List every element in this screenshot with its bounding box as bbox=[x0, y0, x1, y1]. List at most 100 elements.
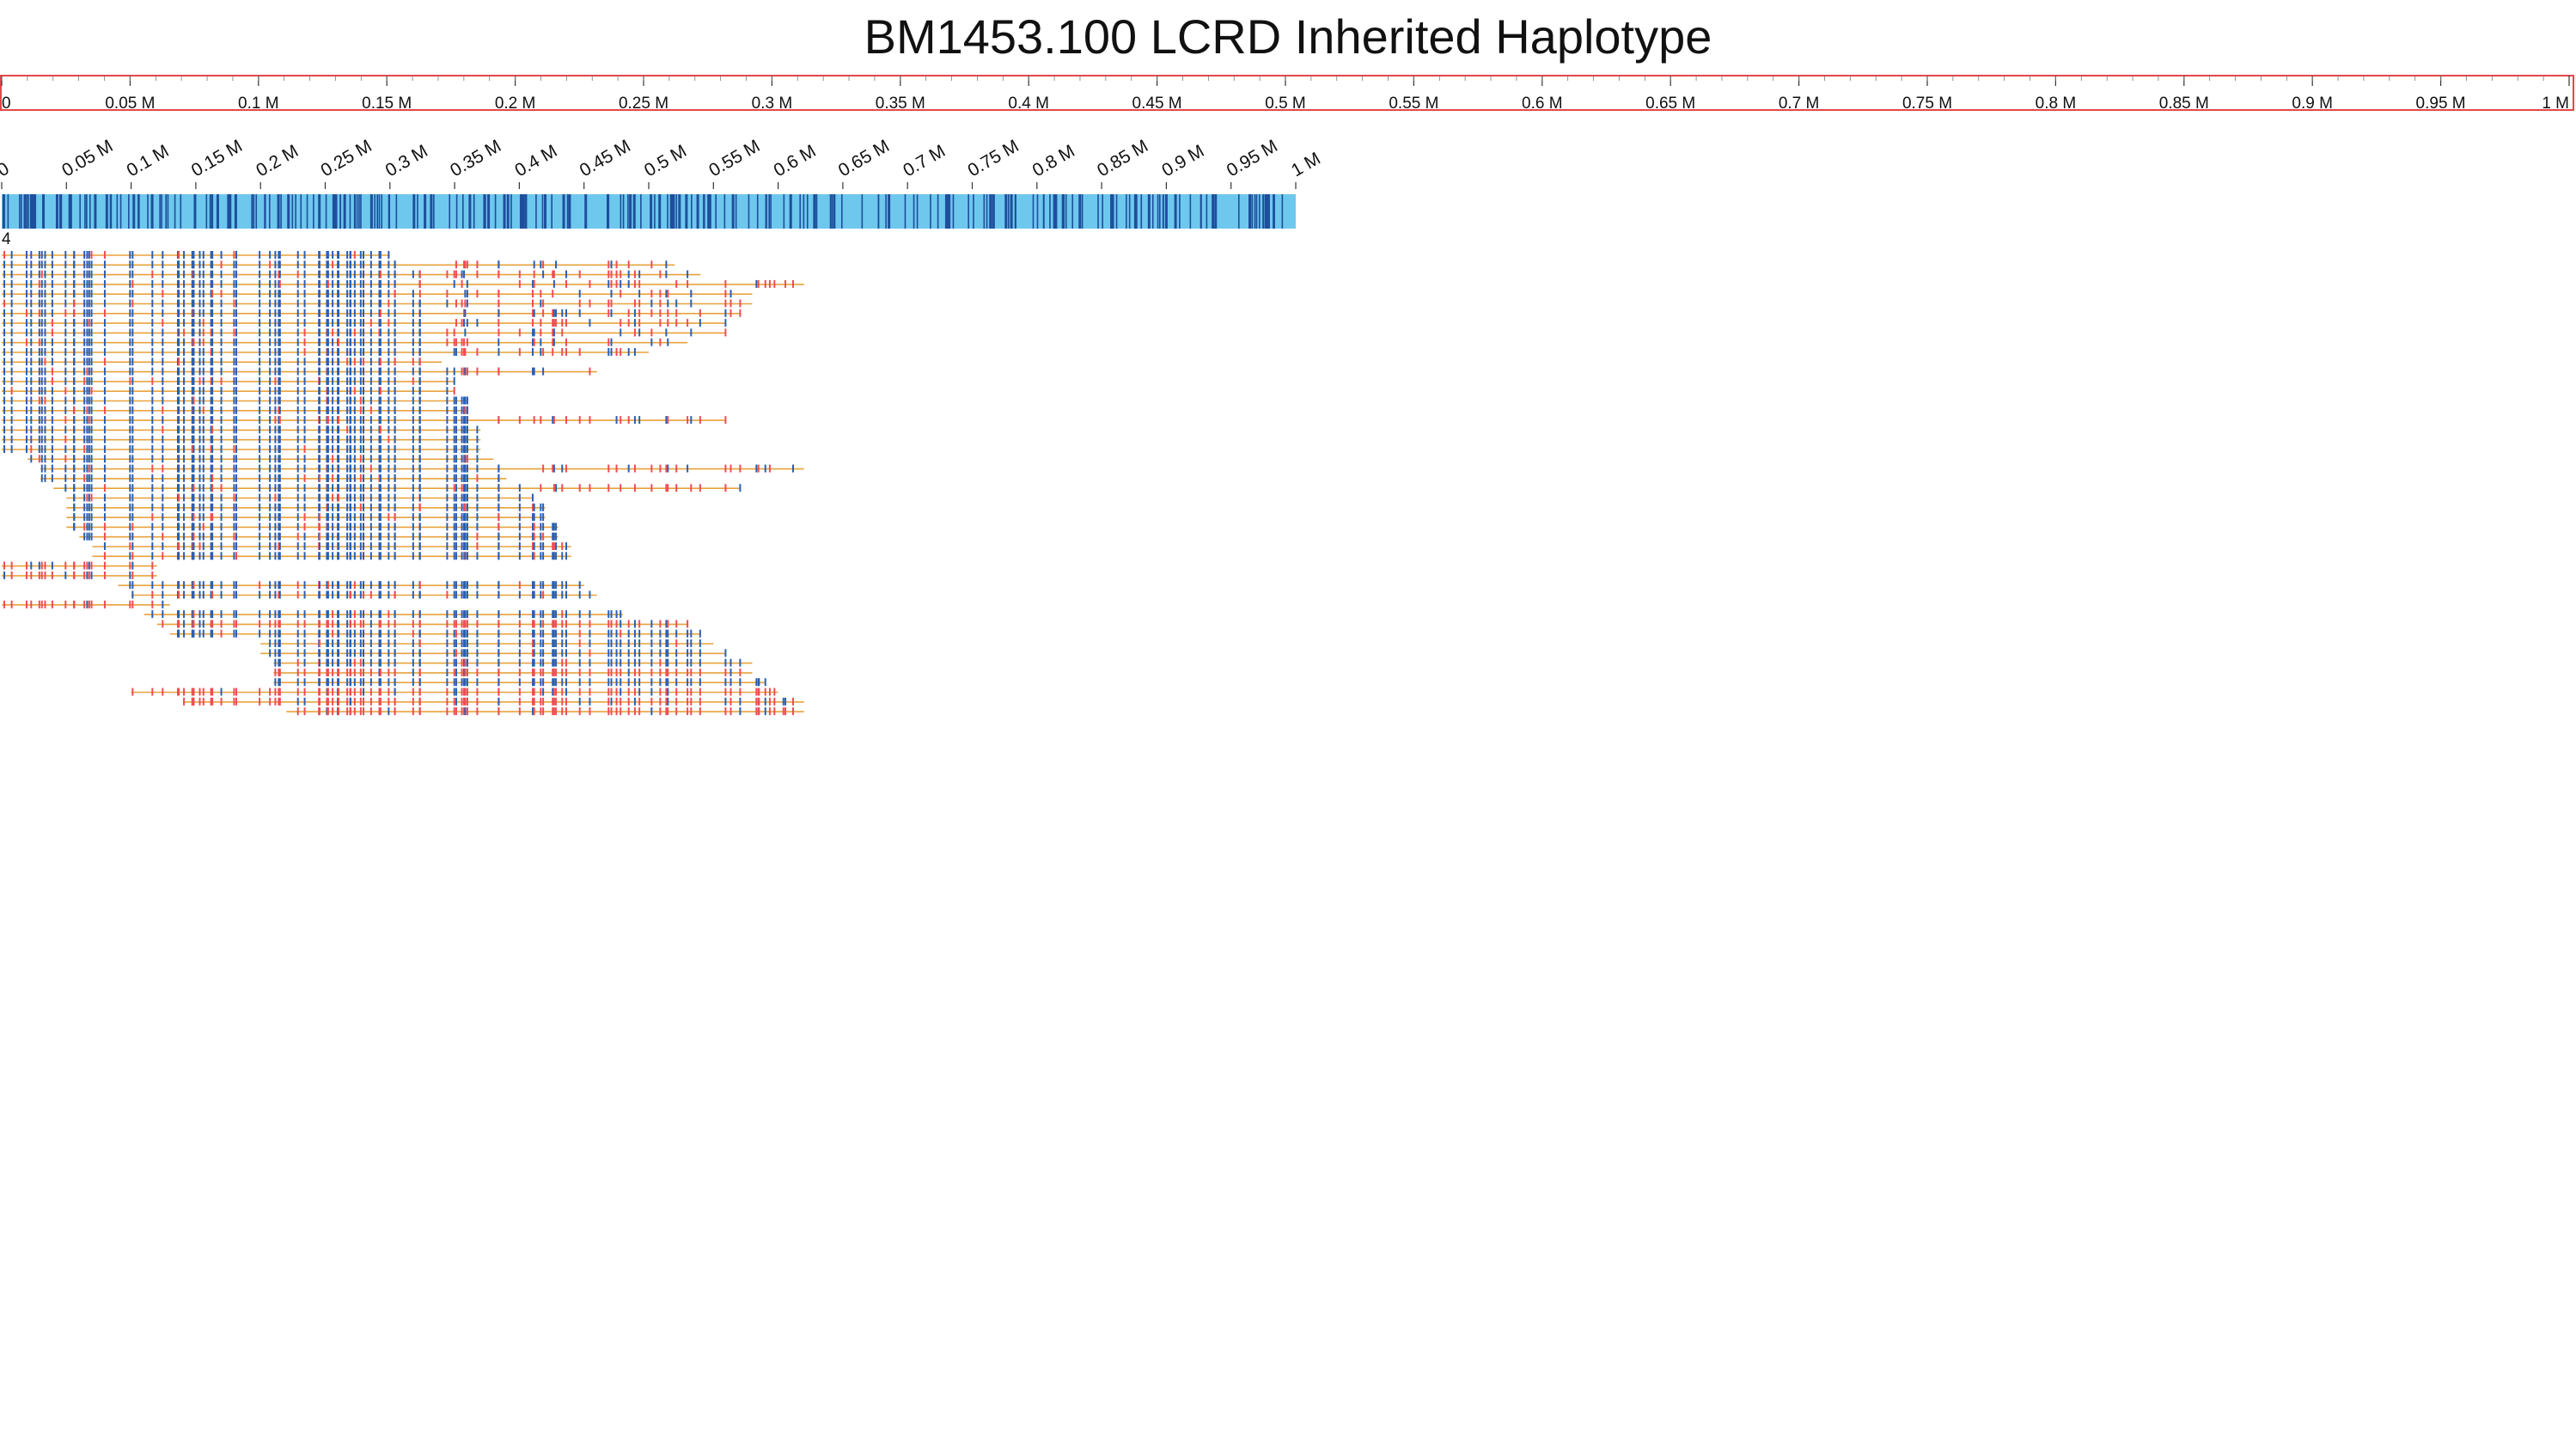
contig-tick-label: 0.05 M bbox=[58, 136, 116, 180]
read-variant-mark bbox=[332, 396, 334, 405]
contig-variant-mark bbox=[678, 194, 680, 229]
read-variant-mark bbox=[412, 299, 414, 308]
read-variant-mark bbox=[346, 581, 349, 590]
read-variant-mark bbox=[379, 445, 382, 453]
read-variant-mark bbox=[476, 484, 479, 492]
read-variant-mark bbox=[269, 348, 272, 356]
read-variant-mark bbox=[453, 376, 455, 385]
read-variant-mark bbox=[363, 658, 365, 667]
read-variant-mark bbox=[129, 416, 131, 425]
read-variant-mark bbox=[412, 328, 414, 337]
read-variant-mark bbox=[178, 445, 180, 453]
read-variant-mark bbox=[353, 590, 356, 599]
contig-variant-mark bbox=[277, 194, 280, 229]
read-variant-mark bbox=[192, 376, 195, 385]
contig-variant-mark bbox=[167, 194, 169, 229]
read-variant-mark bbox=[412, 376, 414, 385]
read-variant-mark bbox=[724, 319, 727, 327]
read-variant-mark bbox=[338, 639, 340, 647]
read-variant-mark bbox=[453, 425, 455, 434]
read-variant-mark bbox=[211, 474, 214, 482]
read-variant-mark bbox=[369, 319, 372, 327]
read-variant-mark bbox=[274, 455, 277, 463]
read-variant-mark bbox=[88, 279, 90, 288]
contig-variant-mark bbox=[658, 194, 662, 229]
read-variant-mark bbox=[198, 416, 201, 425]
read-variant-mark bbox=[463, 474, 466, 482]
read-variant-mark bbox=[699, 484, 701, 492]
read-variant-mark bbox=[466, 260, 468, 269]
read-variant-mark bbox=[274, 678, 277, 687]
read-variant-mark bbox=[353, 445, 356, 453]
contig-variant-mark bbox=[150, 194, 154, 229]
read-variant-mark bbox=[412, 406, 414, 414]
read-variant-mark bbox=[476, 697, 479, 706]
read-variant-mark bbox=[269, 464, 272, 473]
read-variant-mark bbox=[497, 610, 500, 619]
read-variant-mark bbox=[296, 435, 299, 443]
read-variant-mark bbox=[627, 697, 630, 706]
read-variant-mark bbox=[131, 503, 134, 511]
read-variant-mark bbox=[388, 620, 390, 628]
read-variant-mark bbox=[162, 367, 164, 376]
read-variant-mark bbox=[86, 523, 89, 531]
read-variant-mark bbox=[103, 464, 106, 473]
read-variant-mark bbox=[589, 279, 591, 288]
read-variant-mark bbox=[665, 639, 668, 647]
read-variant-mark bbox=[359, 376, 362, 385]
read-variant-mark bbox=[363, 464, 365, 473]
read-variant-mark bbox=[30, 338, 33, 346]
read-variant-mark bbox=[463, 649, 466, 657]
read-variant-mark bbox=[532, 658, 534, 667]
read-variant-mark bbox=[379, 610, 382, 619]
read-variant-mark bbox=[303, 279, 306, 288]
read-variant-mark bbox=[259, 532, 261, 541]
read-variant-mark bbox=[363, 610, 365, 619]
read-variant-mark bbox=[327, 387, 329, 395]
read-variant-mark bbox=[220, 629, 223, 638]
read-variant-mark bbox=[627, 668, 630, 676]
read-variant-mark bbox=[627, 464, 630, 473]
read-variant-mark bbox=[103, 523, 106, 531]
read-variant-mark bbox=[303, 319, 306, 327]
read-variant-mark bbox=[338, 620, 340, 628]
read-variant-mark bbox=[610, 610, 613, 619]
read-variant-mark bbox=[615, 649, 618, 657]
read-variant-mark bbox=[418, 435, 421, 443]
read-variant-mark bbox=[235, 435, 238, 443]
read-variant-mark bbox=[64, 338, 67, 346]
read-variant-mark bbox=[183, 328, 186, 337]
read-variant-mark bbox=[650, 678, 653, 687]
read-variant-mark bbox=[332, 697, 334, 706]
read-variant-mark bbox=[675, 319, 678, 327]
read-variant-mark bbox=[318, 474, 320, 482]
read-variant-mark bbox=[192, 299, 195, 308]
read-variant-mark bbox=[25, 348, 27, 356]
read-variant-mark bbox=[338, 319, 340, 327]
read-variant-mark bbox=[665, 678, 668, 687]
read-variant-mark bbox=[690, 649, 693, 657]
read-variant-mark bbox=[461, 620, 463, 628]
read-variant-mark bbox=[418, 387, 421, 395]
read-variant-mark bbox=[10, 251, 13, 259]
read-variant-mark bbox=[162, 425, 164, 434]
read-variant-mark bbox=[303, 376, 306, 385]
read-variant-mark bbox=[183, 367, 186, 376]
contig-variant-mark bbox=[133, 194, 136, 229]
read-variant-mark bbox=[363, 338, 365, 346]
read-variant-mark bbox=[518, 513, 521, 522]
read-variant-mark bbox=[83, 260, 86, 269]
read-variant-mark bbox=[278, 688, 280, 696]
contig-variant-mark bbox=[937, 194, 939, 229]
read-variant-mark bbox=[178, 387, 180, 395]
read-variant-mark bbox=[461, 590, 463, 599]
contig-variant-mark bbox=[667, 194, 668, 229]
read-variant-mark bbox=[565, 668, 568, 676]
read-variant-mark bbox=[346, 688, 349, 696]
read-variant-mark bbox=[349, 658, 351, 667]
read-variant-mark bbox=[675, 484, 678, 492]
read-variant-mark bbox=[610, 260, 613, 269]
contig-variant-mark bbox=[268, 194, 271, 229]
read-variant-mark bbox=[318, 358, 320, 366]
read-variant-mark bbox=[540, 629, 542, 638]
